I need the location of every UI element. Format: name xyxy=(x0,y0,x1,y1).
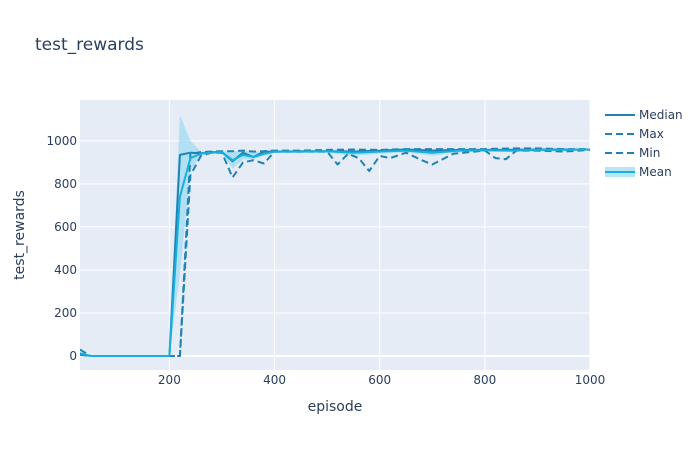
x-tick-label: 1000 xyxy=(575,373,606,387)
x-axis-title: episode xyxy=(308,399,363,415)
legend-item-max[interactable]: Max xyxy=(605,127,664,141)
y-tick-label: 0 xyxy=(69,349,77,363)
series-line-mean xyxy=(80,148,590,357)
legend-label: Mean xyxy=(639,165,672,179)
x-tick-labels: 200 400 600 800 1000 xyxy=(158,373,605,387)
series-line-min xyxy=(80,148,590,357)
y-tick-labels: 0 200 400 600 800 1000 xyxy=(46,134,77,363)
y-tick-label: 800 xyxy=(54,177,77,191)
legend-label: Min xyxy=(639,146,660,160)
y-tick-label: 200 xyxy=(54,306,77,320)
x-tick-label: 400 xyxy=(263,373,286,387)
x-tick-label: 200 xyxy=(158,373,181,387)
y-tick-label: 400 xyxy=(54,263,77,277)
y-axis-title: test_rewards xyxy=(12,190,28,280)
x-tick-label: 600 xyxy=(368,373,391,387)
legend-label: Median xyxy=(639,108,683,122)
y-tick-label: 600 xyxy=(54,220,77,234)
chart-title: test_rewards xyxy=(35,35,144,55)
legend-label: Max xyxy=(639,127,664,141)
x-tick-label: 800 xyxy=(473,373,496,387)
legend[interactable]: Median Max Min Mean xyxy=(605,108,683,179)
mean-confidence-band xyxy=(80,115,590,356)
legend-item-min[interactable]: Min xyxy=(605,146,660,160)
series-lines xyxy=(80,147,590,357)
legend-item-mean[interactable]: Mean xyxy=(605,165,672,179)
mean-band xyxy=(80,115,590,356)
legend-item-median[interactable]: Median xyxy=(605,108,683,122)
grid-lines xyxy=(80,100,591,370)
y-tick-label: 1000 xyxy=(46,134,77,148)
plot-area xyxy=(80,100,590,370)
